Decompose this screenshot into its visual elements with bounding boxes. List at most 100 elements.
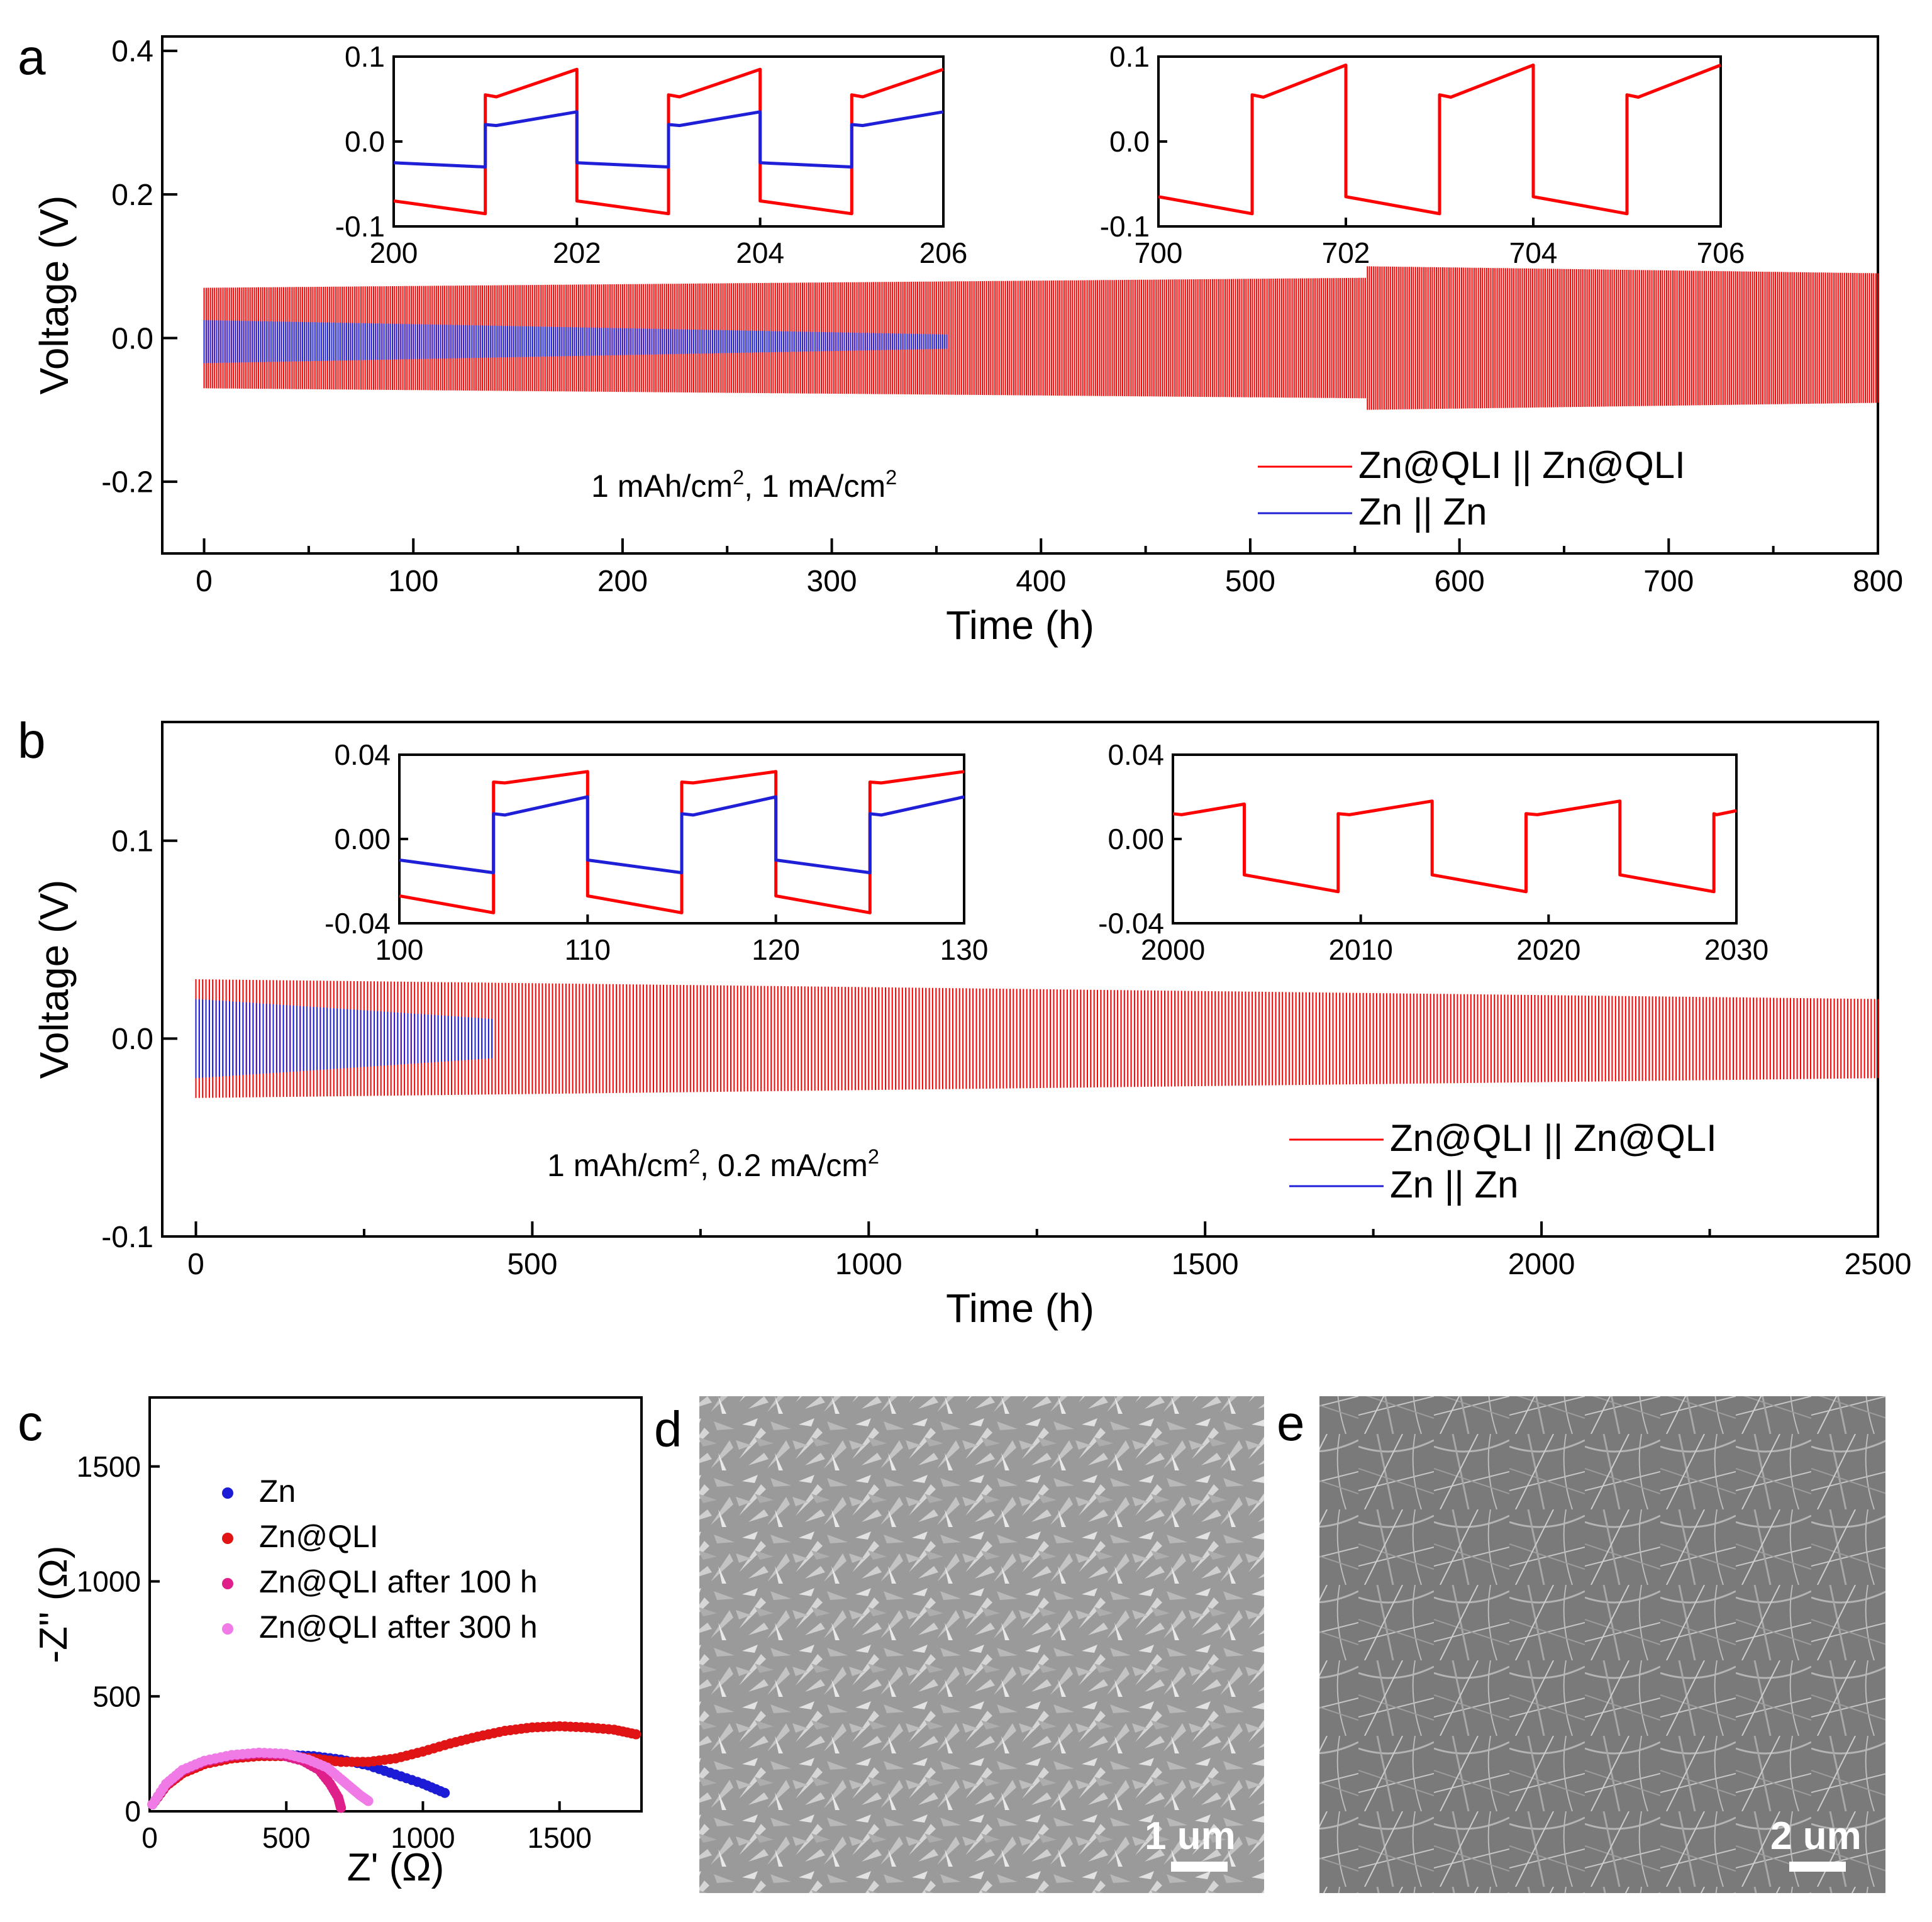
panel-b-inset-2-x-tick-label: 2020 (1516, 933, 1580, 966)
panel-b-plot-frame (161, 721, 1879, 1238)
panel-c-legend-label: Zn@QLI (259, 1519, 379, 1554)
scale-bar-label-e: 2 um (1770, 1814, 1862, 1858)
panel-b-x-tick-label: 2500 (1845, 1248, 1912, 1281)
panel-b-inset-2-y-tick-label: 0.00 (1108, 823, 1164, 855)
panel-c-legend-label: Zn@QLI after 300 h (259, 1609, 538, 1645)
panel-a-y-tick-label: -0.2 (101, 466, 153, 499)
panel-a-y-tick-label: 0.4 (111, 35, 153, 69)
panel-c-point-end (631, 1729, 641, 1740)
sem-image-d: 1 um (699, 1396, 1264, 1893)
panel-a-inset-2-y-tick-label: 0.1 (1109, 40, 1150, 73)
panel-c-point-end (336, 1803, 347, 1813)
panel-a-x-tick-label: 400 (1016, 565, 1066, 598)
panel-a-inset-1-x-tick-label: 204 (736, 236, 784, 269)
panel-c-y-tick-label: 1500 (77, 1450, 141, 1483)
scale-bar-e (1789, 1862, 1846, 1872)
panel-label-e: e (1277, 1395, 1305, 1451)
panel-label-a: a (18, 29, 46, 85)
panel-b-inset-2-y-tick-label: -0.04 (1098, 907, 1164, 940)
panel-c-x-tick-label: 1000 (391, 1821, 455, 1854)
panel-b-y-tick-label: 0.0 (111, 1023, 153, 1056)
panel-b-inset-1-y-tick-label: 0.00 (334, 823, 391, 855)
panel-c-point-end (363, 1796, 374, 1806)
panel-b-inset-1-x-tick-label: 130 (940, 933, 989, 966)
panel-a-inset-2-x-tick-label: 700 (1135, 236, 1183, 269)
panel-a-inset-1-y-tick-label: -0.1 (335, 210, 385, 243)
panel-a-inset-2-x-tick-label: 706 (1697, 236, 1745, 269)
panel-b-inset-2-x-tick-label: 2010 (1328, 933, 1392, 966)
panel-c-nyquist-chart: 0 500 1000 1500 0 500 1000 1500 Zn Zn@QLI Zn@QLI a… (32, 1396, 643, 1889)
panel-c-point-end (440, 1787, 450, 1798)
panel-a-inset-1-y-tick-label: 0.1 (345, 40, 385, 73)
panel-label-c: c (18, 1395, 43, 1451)
panel-a-inset-2: 700 702 704 706 -0.1 0.0 0.1 (1100, 40, 1745, 269)
sem-image-d-texture (699, 1396, 1264, 1893)
panel-b-inset-1-x-tick-label: 110 (565, 933, 611, 966)
panel-c-y-tick-label: 500 (92, 1680, 141, 1713)
panel-b-inset-1-y-tick-label: 0.04 (334, 738, 391, 771)
panel-a-inset-2-y-tick-label: -0.1 (1100, 210, 1150, 243)
panel-c-x-axis-title: Z' (Ω) (347, 1846, 445, 1889)
panel-a-x-tick-label: 300 (807, 565, 857, 598)
panel-a-inset-1-x-tick-label: 206 (919, 236, 968, 269)
panel-a-y-tick-label: 0.2 (111, 179, 153, 212)
panel-a-x-tick-label: 500 (1225, 565, 1275, 598)
panel-b-inset-2-plot-frame (1172, 753, 1738, 925)
panel-b-inset-1-y-tick-label: -0.04 (325, 907, 391, 940)
panel-a-x-tick-label: 100 (388, 565, 438, 598)
panel-c-y-axis-title: -Z'' (Ω) (32, 1545, 75, 1663)
panel-a-x-tick-label: 700 (1643, 565, 1694, 598)
panel-a-x-axis-title: Time (h) (946, 603, 1094, 648)
panel-a-inset-2-x-tick-label: 702 (1322, 236, 1370, 269)
panel-b-chart: 0 500 1000 1500 2000 2500 -0.1 0.0 0.1 Time (h) Vo… (31, 721, 1912, 1331)
panel-b-inset-2-x-tick-label: 2000 (1141, 933, 1205, 966)
panel-a-condition-annotation: 1 mAh/cm2, 1 mA/cm2 (591, 466, 897, 504)
panel-a-x-tick-label: 800 (1853, 565, 1903, 598)
sem-image-e-texture (1319, 1396, 1885, 1893)
panel-a-inset-2-y-tick-label: 0.0 (1109, 125, 1150, 158)
panel-c-y-tick-label: 0 (125, 1795, 141, 1828)
panel-c-legend-swatch (222, 1533, 233, 1544)
panel-c-legend-swatch (222, 1578, 233, 1589)
panel-a-inset-1-y-tick-label: 0.0 (345, 125, 385, 158)
panel-b-inset-2-series-0 (1172, 799, 1737, 894)
scale-bar-label-d: 1 um (1145, 1814, 1236, 1858)
panel-b-inset-2-x-tick-label: 2030 (1704, 933, 1768, 966)
panel-a-inset-2-x-tick-label: 704 (1509, 236, 1558, 269)
panel-a-x-tick-label: 200 (597, 565, 648, 598)
sem-image-e: 2 um (1319, 1396, 1885, 1893)
panel-c-legend-label: Zn@QLI after 100 h (259, 1564, 538, 1599)
panel-b-inset-2: 2000 2010 2020 2030 -0.04 0.00 0.04 (1098, 738, 1768, 966)
panel-label-b: b (18, 713, 46, 769)
panel-c-y-tick-label: 1000 (77, 1565, 141, 1598)
panel-a-x-tick-label: 0 (196, 565, 213, 598)
panel-a-inset-2-series-0 (1158, 64, 1721, 216)
panel-a-inset-1-series-1 (393, 110, 944, 169)
scale-bar-d (1171, 1862, 1228, 1872)
panel-a-legend-label: Zn@QLI || Zn@QLI (1358, 444, 1685, 486)
panel-a-y-tick-label: 0.0 (111, 322, 153, 355)
panel-c-x-tick-label: 1500 (527, 1821, 591, 1854)
panel-b-x-tick-label: 500 (507, 1248, 557, 1281)
panel-a-y-axis-title: Voltage (V) (31, 196, 77, 395)
panel-b-x-tick-label: 1000 (835, 1248, 902, 1281)
panel-a-inset-1: 200 202 204 206 -0.1 0.0 0.1 (335, 40, 968, 269)
panel-b-y-tick-label: -0.1 (101, 1221, 153, 1254)
panel-a-x-tick-label: 600 (1435, 565, 1485, 598)
panel-b-x-tick-label: 1500 (1172, 1248, 1239, 1281)
panel-a-series-zn (203, 320, 948, 364)
panel-b-y-axis-title: Voltage (V) (31, 880, 77, 1079)
panel-b-legend-label: Zn@QLI || Zn@QLI (1390, 1117, 1717, 1159)
panel-b-x-axis-title: Time (h) (946, 1286, 1094, 1331)
panel-b-series-zn (195, 999, 493, 1079)
panel-a-inset-1-x-tick-label: 200 (370, 236, 418, 269)
panel-a-legend-label: Zn || Zn (1358, 491, 1487, 533)
panel-label-d: d (654, 1401, 682, 1457)
panel-b-y-tick-label: 0.1 (111, 825, 153, 858)
panel-c-x-tick-label: 0 (142, 1821, 158, 1854)
panel-b-legend-label: Zn || Zn (1390, 1164, 1519, 1206)
panel-b-inset-1-series-1 (399, 795, 965, 875)
panel-b-inset-1: 100 110 120 130 -0.04 0.00 0.04 (325, 738, 988, 966)
panel-b-condition-annotation: 1 mAh/cm2, 0.2 mA/cm2 (547, 1145, 879, 1183)
